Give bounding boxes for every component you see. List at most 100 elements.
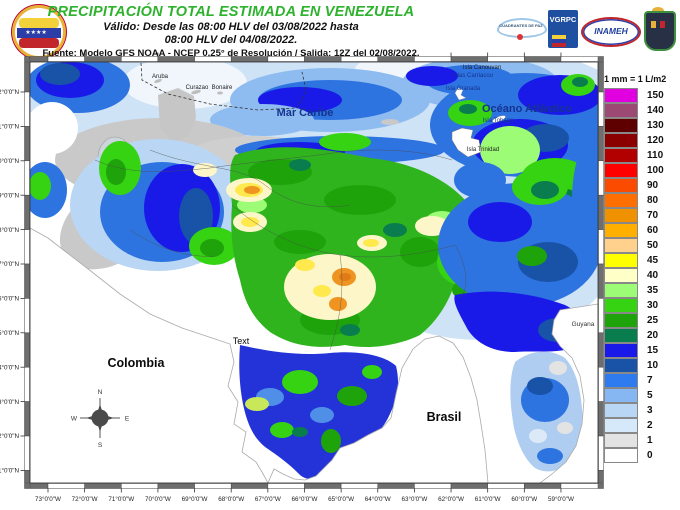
legend-value: 20: [647, 330, 659, 341]
brasil-mask: [267, 335, 489, 483]
legend-swatch: [604, 103, 638, 118]
legend-row: 140: [604, 103, 678, 118]
legend-swatch: [604, 178, 638, 193]
lon-tick-label: 66°0'0"W: [292, 495, 318, 503]
guyana-mask: [539, 303, 598, 483]
legend-row: 15: [604, 343, 678, 358]
lon-tick-label: 65°0'0"W: [328, 495, 354, 503]
venezuela-coat-of-arms-logo: ★★★★: [12, 5, 66, 59]
lon-tick-label: 62°0'0"W: [438, 495, 464, 503]
map-label-colombia: Colombia: [108, 356, 166, 370]
legend-row: 110: [604, 148, 678, 163]
legend-value: 25: [647, 315, 659, 326]
legend-swatch: [604, 403, 638, 418]
legend-value: 120: [647, 135, 664, 146]
lat-tick-label: 11°0'0"N: [0, 123, 19, 131]
legend-row: 60: [604, 223, 678, 238]
lat-tick-label: 6°0'0"N: [0, 295, 19, 303]
maritime-boundary-dashed-line: [140, 62, 307, 111]
lon-tick-label: 73°0'0"W: [35, 495, 61, 503]
lon-tick-label: 63°0'0"W: [401, 495, 427, 503]
lon-tick-label: 68°0'0"W: [218, 495, 244, 503]
inameh-logo-text: INAMEH: [594, 26, 628, 36]
vgrpc-logo-text: VGRPC: [549, 15, 577, 24]
legend-value: 140: [647, 105, 664, 116]
map-label-isla-granada: Isla Granada: [446, 86, 481, 92]
lat-tick-label: 8°0'0"N: [0, 226, 19, 234]
legend-row: 130: [604, 118, 678, 133]
map-label-curazao: Curazao: [186, 85, 209, 91]
inameh-logo: INAMEH: [581, 17, 641, 47]
compass-letter: S: [98, 442, 103, 449]
lon-tick-label: 61°0'0"W: [475, 495, 501, 503]
vgrpc-logo: VGRPC: [548, 10, 578, 48]
legend-row: 25: [604, 313, 678, 328]
legend-value: 40: [647, 270, 659, 281]
legend-swatch: [604, 298, 638, 313]
lon-tick-label: 59°0'0"W: [548, 495, 574, 503]
legend-value: 110: [647, 150, 664, 161]
legend-row: 35: [604, 283, 678, 298]
map-label-isla-canouvan: Isla Canouvan: [463, 65, 501, 71]
legend-value: 10: [647, 360, 659, 371]
legend-value: 130: [647, 120, 664, 131]
legend-value: 2: [647, 420, 653, 431]
cuadrantes-de-paz-logo: CUADRANTES DE PAZ: [497, 16, 547, 42]
legend-value: 5: [647, 390, 653, 401]
legend-value: 150: [647, 90, 664, 101]
legend-swatch: [604, 283, 638, 298]
legend-value: 50: [647, 240, 659, 251]
ministry-shield-logo: [642, 7, 676, 51]
legend-value: 3: [647, 405, 653, 416]
lat-tick-label: 10°0'0"N: [0, 157, 19, 165]
legend-row: 70: [604, 208, 678, 223]
lat-tick-label: 3°0'0"N: [0, 398, 19, 406]
axis-labels: 73°0'0"W 72°0'0"W 71°0'0"W 70°0'0"W 69°0'0"W…: [0, 52, 574, 503]
map-label-mar-caribe: Mar Caribe: [277, 107, 334, 119]
lon-tick-label: 71°0'0"W: [108, 495, 134, 503]
legend-swatch: [604, 373, 638, 388]
lon-tick-label: 67°0'0"W: [255, 495, 281, 503]
legend-value: 35: [647, 285, 659, 296]
legend-row: 40: [604, 268, 678, 283]
legend-swatch: [604, 388, 638, 403]
lat-tick-label: 1°0'0"N: [0, 467, 19, 475]
lat-tick-label: 4°0'0"N: [0, 363, 19, 371]
map-frame: [24, 56, 604, 489]
colombia-mask: [30, 227, 269, 483]
lat-tick-label: 2°0'0"N: [0, 432, 19, 440]
legend-row: 80: [604, 193, 678, 208]
legend-row: 100: [604, 163, 678, 178]
validity-line-2: 08:00 HLV del 04/08/2022.: [164, 34, 298, 46]
legend-value: 30: [647, 300, 659, 311]
map-label-islas-carriacou: Islas Carriacou: [453, 73, 493, 79]
precipitation-legend: 1 mm = 1 L/m2 150 140 130 120 110 100 90 80 70 60…: [604, 74, 678, 463]
legend-swatch: [604, 208, 638, 223]
legend-row: 50: [604, 238, 678, 253]
cuadrantes-logo-text: CUADRANTES DE PAZ: [499, 23, 543, 28]
legend-swatch: [604, 268, 638, 283]
compass-rose-icon: [80, 398, 120, 438]
legend-row: 90: [604, 178, 678, 193]
legend-value: 45: [647, 255, 659, 266]
lat-tick-label: 5°0'0"N: [0, 329, 19, 337]
legend-value: 15: [647, 345, 659, 356]
legend-swatch: [604, 118, 638, 133]
legend-swatch: [604, 433, 638, 448]
legend-swatch: [604, 148, 638, 163]
lon-tick-label: 64°0'0"W: [365, 495, 391, 503]
lon-tick-label: 70°0'0"W: [145, 495, 171, 503]
legend-row: 1: [604, 433, 678, 448]
legend-value: 80: [647, 195, 659, 206]
legend-row: 5: [604, 388, 678, 403]
map-label-isla-tobago: Isla Tobago: [483, 118, 514, 124]
validity-line-1: Válido: Desde las 08:00 HLV del 03/08/20…: [103, 21, 359, 33]
page-title: PRECIPITACIÓN TOTAL ESTIMADA EN VENEZUEL…: [47, 4, 415, 20]
legend-swatch: [604, 238, 638, 253]
legend-row: 0: [604, 448, 678, 463]
legend-swatch: [604, 358, 638, 373]
legend-unit-label: 1 mm = 1 L/m2: [604, 74, 667, 84]
legend-swatch: [604, 328, 638, 343]
